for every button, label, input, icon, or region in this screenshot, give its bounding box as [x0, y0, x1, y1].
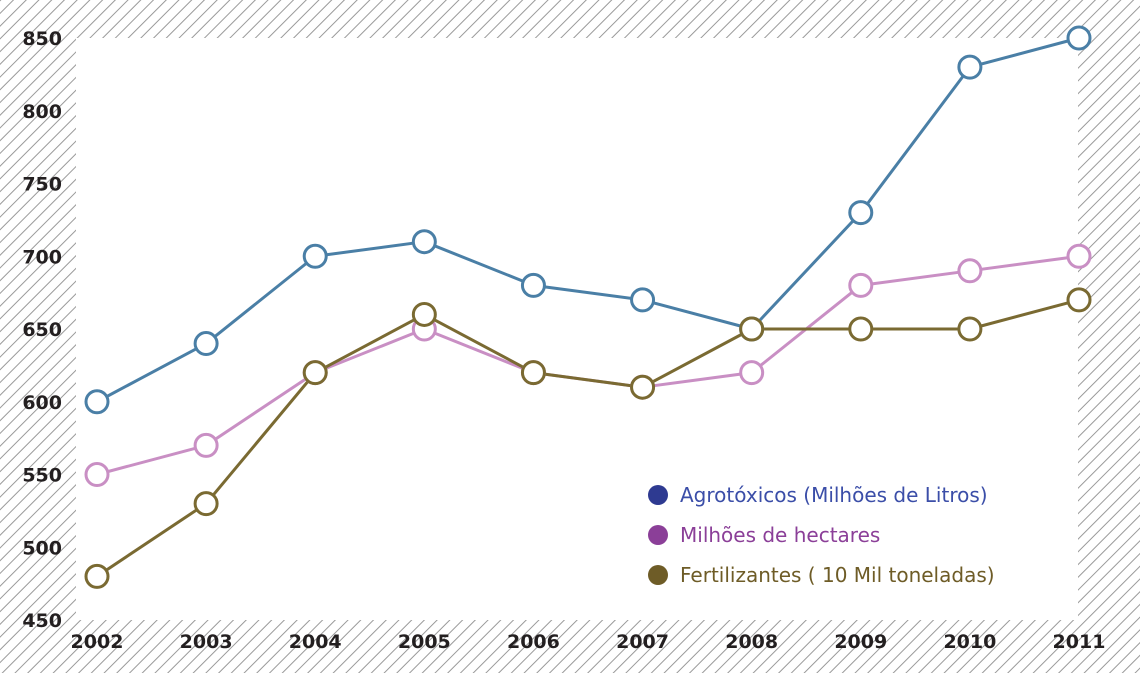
data-point — [957, 54, 983, 80]
data-point — [1066, 287, 1092, 313]
legend-label: Fertilizantes ( 10 Mil toneladas) — [680, 563, 995, 587]
y-tick-label: 650 — [22, 319, 62, 341]
x-tick-label: 2002 — [71, 631, 124, 653]
data-point — [84, 563, 110, 589]
data-point — [739, 316, 765, 342]
data-point — [848, 316, 874, 342]
data-point — [739, 360, 765, 386]
legend-label: Milhões de hectares — [680, 523, 880, 547]
data-point — [411, 301, 437, 327]
data-point — [193, 432, 219, 458]
data-point — [84, 462, 110, 487]
data-point — [411, 229, 437, 255]
data-point — [520, 272, 546, 298]
y-tick-label: 800 — [22, 101, 62, 123]
legend-marker — [648, 525, 668, 545]
y-tick-label: 750 — [22, 174, 62, 196]
legend-label: Agrotóxicos (Milhões de Litros) — [680, 483, 988, 507]
x-tick-label: 2004 — [289, 631, 342, 653]
x-tick-label: 2011 — [1053, 631, 1106, 653]
data-point — [848, 200, 874, 226]
x-tick-label: 2007 — [616, 631, 669, 653]
y-tick-label: 550 — [22, 465, 62, 487]
y-tick-label: 700 — [22, 246, 62, 268]
data-point — [957, 316, 983, 342]
y-tick-label: 450 — [22, 610, 62, 632]
data-point — [1066, 25, 1092, 51]
x-tick-label: 2010 — [943, 631, 996, 653]
data-point — [302, 243, 328, 269]
data-point — [302, 360, 328, 386]
series-layer — [84, 25, 1092, 589]
y-axis: 450 500 550 600 650 700 750 800 850 — [22, 28, 62, 632]
y-tick-label: 850 — [22, 28, 62, 50]
data-point — [1066, 243, 1092, 269]
legend: Agrotóxicos (Milhões de Litros) Milhões d… — [648, 483, 995, 587]
legend-marker — [648, 485, 668, 505]
y-tick-label: 600 — [22, 392, 62, 414]
data-point — [630, 374, 656, 400]
series-line — [96, 36, 1080, 404]
data-point — [957, 258, 983, 284]
data-point — [848, 272, 874, 298]
x-axis: 2002 2003 2004 2005 2006 2007 2008 2009 2010 2011 — [71, 631, 1106, 653]
data-point — [84, 389, 110, 415]
data-point — [193, 491, 219, 517]
x-tick-label: 2003 — [180, 631, 233, 653]
x-tick-label: 2008 — [725, 631, 778, 653]
legend-marker — [648, 565, 668, 585]
data-point — [520, 360, 546, 386]
x-tick-label: 2006 — [507, 631, 560, 653]
data-point — [630, 287, 656, 313]
x-tick-label: 2005 — [398, 631, 451, 653]
y-tick-label: 500 — [22, 537, 62, 559]
series-line — [96, 298, 1080, 578]
x-tick-label: 2009 — [834, 631, 887, 653]
data-point — [193, 331, 219, 357]
